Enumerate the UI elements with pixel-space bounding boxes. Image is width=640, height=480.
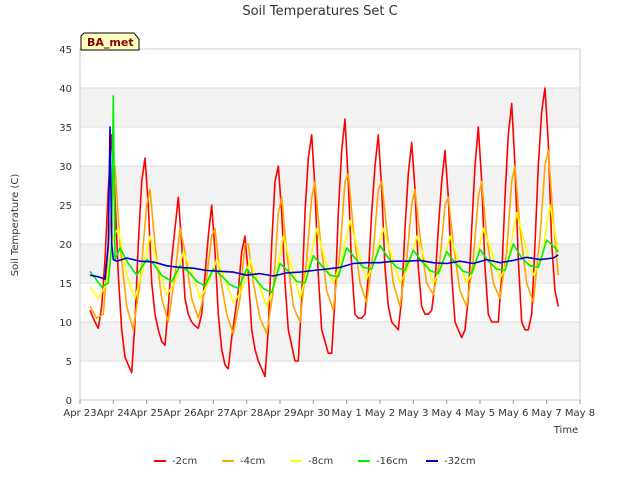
y-tick-label: 45 xyxy=(59,45,72,56)
x-tick-label: May 3 xyxy=(398,408,428,419)
badge-shape xyxy=(80,32,140,51)
series-line-8cm xyxy=(89,204,560,308)
x-tick-label: Apr 30 xyxy=(297,408,330,419)
x-tick-label: May 5 xyxy=(465,408,495,419)
y-tick-label: 35 xyxy=(59,123,72,134)
x-tick-label: May 1 xyxy=(332,408,362,419)
gridlines xyxy=(80,48,580,401)
x-tick-label: May 6 xyxy=(498,408,528,419)
legend-label: -16cm xyxy=(376,456,408,467)
x-tick-label: Apr 27 xyxy=(197,408,230,419)
y-axis-label: Soil Temperature (C) xyxy=(10,174,21,277)
legend: -2cm -4cm -8cm -16cm -32cm xyxy=(154,456,476,467)
y-tick-label: 40 xyxy=(59,84,72,95)
y-tick-label: 20 xyxy=(59,240,72,251)
x-tick-label: Apr 25 xyxy=(130,408,163,419)
plot-frame xyxy=(79,48,581,401)
x-tick-label: Apr 24 xyxy=(97,408,130,419)
chart-title: Soil Temperatures Set C xyxy=(242,4,397,19)
series-group xyxy=(89,87,560,378)
grid-band xyxy=(80,166,580,205)
series-line-4cm xyxy=(89,149,560,335)
badge-label: BA_met xyxy=(87,36,134,49)
legend-label: -2cm xyxy=(172,456,197,467)
x-tick-label: May 7 xyxy=(532,408,562,419)
y-tick-label: 5 xyxy=(66,357,72,368)
x-tick-label: May 8 xyxy=(565,408,595,419)
y-tick-label: 30 xyxy=(59,162,72,173)
y-tick-label: 10 xyxy=(59,318,72,329)
series-line-32cm xyxy=(89,126,559,280)
legend-label: -8cm xyxy=(308,456,333,467)
x-tick-label: May 4 xyxy=(432,408,462,419)
x-tick-label: Apr 28 xyxy=(230,408,263,419)
grid-bands xyxy=(80,88,580,361)
grid-band xyxy=(80,88,580,127)
x-tick-labels: Apr 23 Apr 24 Apr 25 Apr 26 Apr 27 Apr 28 Apr … xyxy=(63,400,595,419)
y-tick-label: 0 xyxy=(66,396,72,407)
y-tick-label: 15 xyxy=(59,279,72,290)
site-badge: BA_met xyxy=(80,32,140,51)
grid-band xyxy=(80,322,580,361)
x-tick-label: May 2 xyxy=(365,408,395,419)
legend-label: -32cm xyxy=(444,456,476,467)
x-tick-label: Apr 26 xyxy=(163,408,196,419)
x-tick-label: Apr 23 xyxy=(63,408,96,419)
y-tick-label: 25 xyxy=(59,201,72,212)
x-axis-label: Time xyxy=(553,425,578,436)
legend-label: -4cm xyxy=(240,456,265,467)
series-line-16cm xyxy=(89,95,559,294)
y-tick-labels: 0 5 10 15 20 25 30 35 40 45 xyxy=(59,45,72,407)
x-tick-label: Apr 29 xyxy=(263,408,296,419)
